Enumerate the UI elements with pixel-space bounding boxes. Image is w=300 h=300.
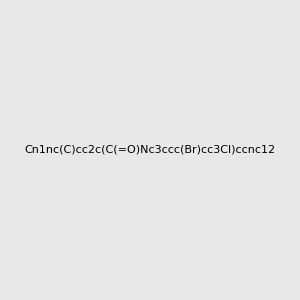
Text: Cn1nc(C)cc2c(C(=O)Nc3ccc(Br)cc3Cl)ccnc12: Cn1nc(C)cc2c(C(=O)Nc3ccc(Br)cc3Cl)ccnc12 xyxy=(24,145,276,155)
